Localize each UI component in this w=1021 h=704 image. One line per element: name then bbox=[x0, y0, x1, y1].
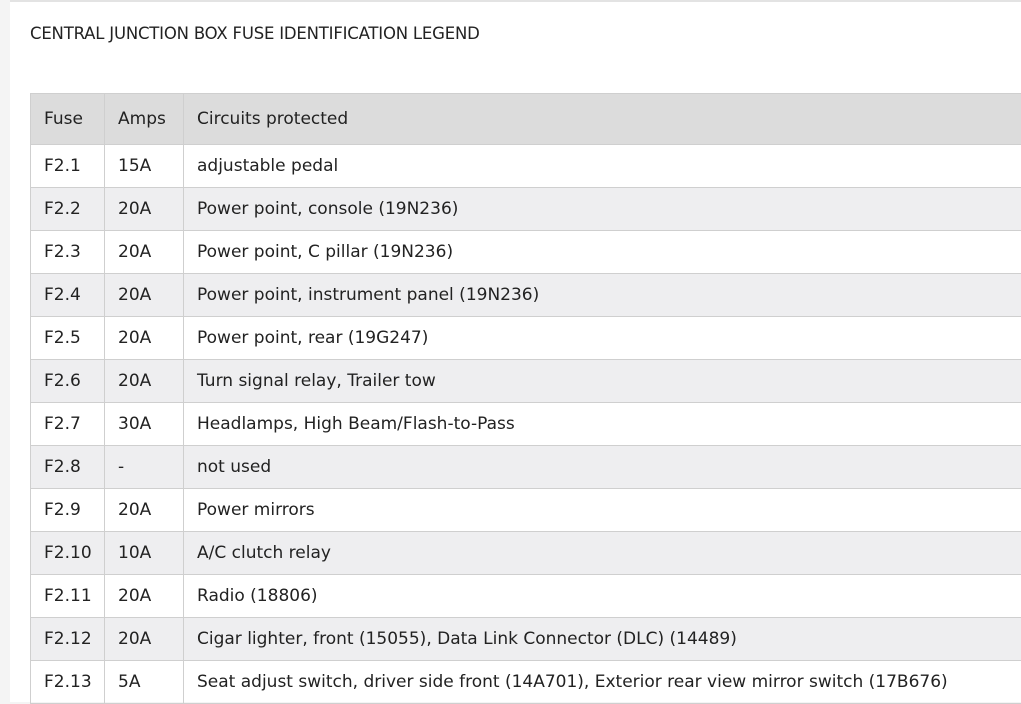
circuit-cell: Power point, instrument panel (19N236) bbox=[184, 274, 1021, 317]
fuse-cell: F2.12 bbox=[31, 618, 105, 661]
amps-cell: 15A bbox=[105, 145, 184, 188]
table-header-row: Fuse Amps Circuits protected bbox=[31, 94, 1021, 145]
circuit-cell: A/C clutch relay bbox=[184, 532, 1021, 575]
fuse-cell: F2.8 bbox=[31, 446, 105, 489]
amps-cell: 5A bbox=[105, 661, 184, 704]
page: CENTRAL JUNCTION BOX FUSE IDENTIFICATION… bbox=[10, 0, 1021, 702]
circuit-cell: Seat adjust switch, driver side front (1… bbox=[184, 661, 1021, 704]
circuit-cell: adjustable pedal bbox=[184, 145, 1021, 188]
fuse-cell: F2.6 bbox=[31, 360, 105, 403]
fuse-cell: F2.5 bbox=[31, 317, 105, 360]
circuit-cell: Power point, C pillar (19N236) bbox=[184, 231, 1021, 274]
circuit-cell: Power point, console (19N236) bbox=[184, 188, 1021, 231]
fuse-cell: F2.7 bbox=[31, 403, 105, 446]
amps-cell: 20A bbox=[105, 618, 184, 661]
circuit-cell: not used bbox=[184, 446, 1021, 489]
amps-cell: 20A bbox=[105, 188, 184, 231]
circuit-cell: Power mirrors bbox=[184, 489, 1021, 532]
amps-cell: 20A bbox=[105, 575, 184, 618]
fuse-cell: F2.4 bbox=[31, 274, 105, 317]
fuse-cell: F2.1 bbox=[31, 145, 105, 188]
table-row: F2.8-not used bbox=[31, 446, 1021, 489]
amps-cell: 20A bbox=[105, 360, 184, 403]
amps-cell: 20A bbox=[105, 489, 184, 532]
circuit-cell: Cigar lighter, front (15055), Data Link … bbox=[184, 618, 1021, 661]
header-amps: Amps bbox=[105, 94, 184, 145]
header-circuits: Circuits protected bbox=[184, 94, 1021, 145]
fuse-cell: F2.2 bbox=[31, 188, 105, 231]
amps-cell: 20A bbox=[105, 317, 184, 360]
amps-cell: 20A bbox=[105, 274, 184, 317]
circuit-cell: Radio (18806) bbox=[184, 575, 1021, 618]
page-title: CENTRAL JUNCTION BOX FUSE IDENTIFICATION… bbox=[30, 24, 480, 43]
fuse-cell: F2.10 bbox=[31, 532, 105, 575]
circuit-cell: Power point, rear (19G247) bbox=[184, 317, 1021, 360]
fuse-cell: F2.13 bbox=[31, 661, 105, 704]
fuse-cell: F2.11 bbox=[31, 575, 105, 618]
circuit-cell: Turn signal relay, Trailer tow bbox=[184, 360, 1021, 403]
header-fuse: Fuse bbox=[31, 94, 105, 145]
amps-cell: 20A bbox=[105, 231, 184, 274]
amps-cell: 30A bbox=[105, 403, 184, 446]
amps-cell: - bbox=[105, 446, 184, 489]
circuit-cell: Headlamps, High Beam/Flash-to-Pass bbox=[184, 403, 1021, 446]
amps-cell: 10A bbox=[105, 532, 184, 575]
fuse-cell: F2.9 bbox=[31, 489, 105, 532]
fuse-cell: F2.3 bbox=[31, 231, 105, 274]
